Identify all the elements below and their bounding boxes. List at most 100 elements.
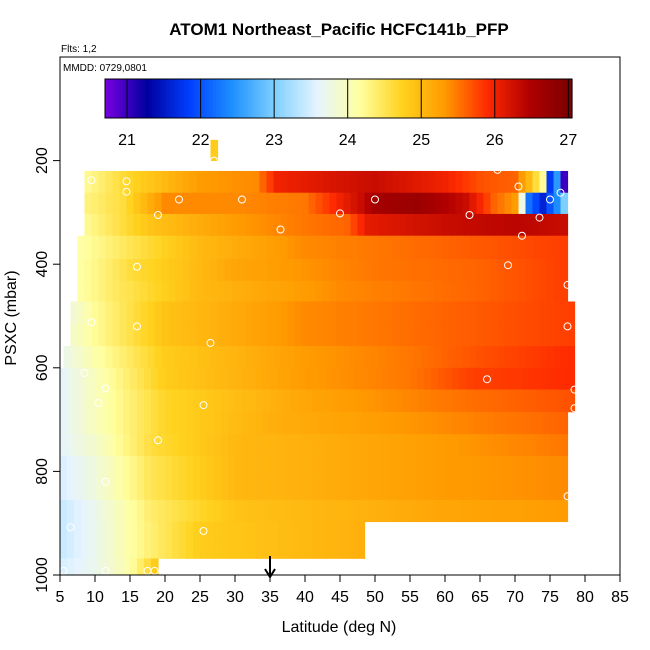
colorbar-segment [315,79,319,118]
heatmap-cell [179,411,187,435]
heatmap-cell [294,323,303,347]
heatmap-cell [102,499,110,523]
heatmap-cell [308,235,317,260]
heatmap-cell [137,499,145,523]
heatmap-cell [357,235,366,260]
heatmap-cell [511,192,520,215]
heatmap-cell [154,213,163,237]
heatmap-cell [252,192,261,215]
heatmap-cell [249,367,257,390]
heatmap-cell [553,280,562,302]
heatmap-cell [466,499,474,523]
colorbar-segment [142,79,147,118]
heatmap-cell [91,235,100,260]
sample-point [206,338,215,347]
heatmap-cell [259,235,268,260]
heatmap-cell [186,521,194,545]
heatmap-cell [564,499,569,523]
heatmap-cell [329,213,338,237]
heatmap-cell [354,389,362,413]
heatmap-cell [228,389,236,413]
heatmap-cell [494,389,502,413]
heatmap-cell [175,323,184,347]
heatmap-cell [252,259,261,282]
colorbar-segment [528,79,532,118]
heatmap-cell [364,323,373,347]
colorbar-segment [347,79,351,118]
heatmap-cell [81,367,89,390]
heatmap-cell [214,499,222,523]
heatmap-cell [182,235,191,260]
heatmap-cell [158,543,166,559]
heatmap-cell [410,411,418,435]
heatmap-cell [420,192,429,215]
colorbar-segment [283,79,287,118]
heatmap-cell [329,323,338,347]
heatmap-cell [483,170,492,194]
heatmap-cell [326,477,334,501]
heatmap-cell [396,434,404,457]
heatmap-cell [291,367,299,390]
colorbar-segment [320,79,325,118]
heatmap-cell [448,301,457,325]
heatmap-cell [81,543,89,559]
colorbar-segment [391,79,395,118]
heatmap-cell [308,192,317,215]
dates-label: MMDD: 0729,0801 [63,63,147,74]
heatmap-cell [340,389,348,413]
heatmap-cell [434,213,443,237]
heatmap-cell [378,323,387,347]
heatmap-cell [322,346,331,369]
heatmap-cell [455,192,464,215]
heatmap-cell [74,477,82,501]
colorbar-segment [215,79,220,118]
heatmap-cell [469,301,478,325]
heatmap-cell [203,213,212,237]
colorbar-segment [157,79,162,118]
heatmap-cell [417,455,425,479]
heatmap-cell [179,499,187,523]
heatmap-cell [543,499,551,523]
heatmap-cell [242,434,250,457]
sample-point [87,176,96,185]
heatmap-cell [532,301,541,325]
heatmap-cell [347,367,355,390]
heatmap-cell [438,434,446,457]
heatmap-cell [151,521,159,545]
heatmap-cell [434,323,443,347]
heatmap-cell [189,280,198,302]
heatmap-cell [130,477,138,501]
heatmap-cell [196,259,205,282]
heatmap-cell [235,543,243,559]
heatmap-cell [280,213,289,237]
heatmap-cell [431,367,439,390]
heatmap-cell [399,301,408,325]
heatmap-cell [245,280,254,302]
heatmap-cell [231,346,240,369]
colorbar-segment [437,79,442,118]
x-tick-label: 85 [611,589,629,606]
heatmap-cell [74,455,82,479]
colorbar-segment [259,79,264,118]
heatmap-cell [389,455,397,479]
heatmap-cell [459,389,467,413]
heatmap-cell [497,213,506,237]
heatmap-cell [77,346,86,369]
heatmap-cell [417,389,425,413]
heatmap-cell [431,411,439,435]
heatmap-cell [263,499,271,523]
heatmap-cell [392,192,401,215]
heatmap-cell [441,192,450,215]
colorbar-segment [557,79,561,118]
heatmap-cell [88,499,96,523]
heatmap-cell [438,411,446,435]
heatmap-cell [231,235,240,260]
heatmap-cell [305,543,313,559]
colorbar-segment [484,79,488,118]
colorbar-segment [487,79,491,118]
heatmap-cell [256,411,264,435]
heatmap-cell [413,259,422,282]
heatmap-cell [161,346,170,369]
heatmap-cell [123,477,131,501]
colorbar-segment [548,79,553,118]
